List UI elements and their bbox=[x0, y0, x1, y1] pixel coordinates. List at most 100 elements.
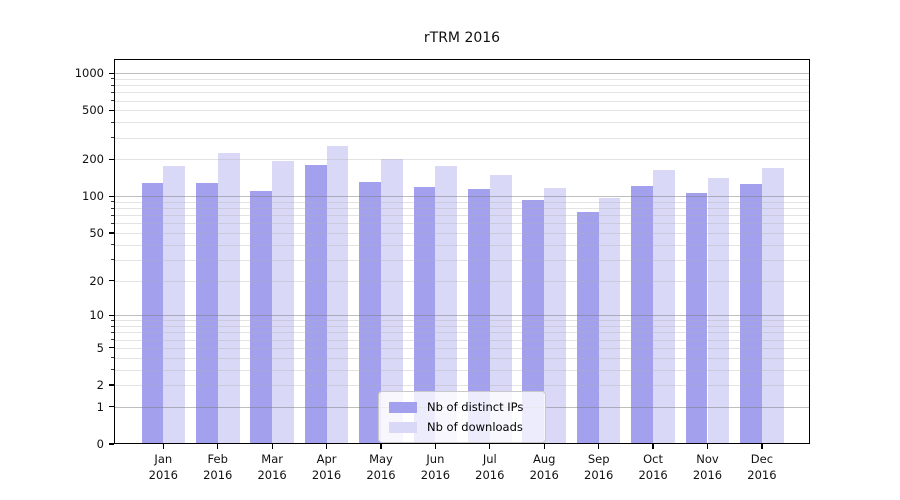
x-tick-mark bbox=[217, 444, 219, 449]
y-minor-tick bbox=[111, 121, 114, 123]
legend-label-distinct-ips: Nb of distinct IPs bbox=[427, 400, 524, 414]
y-tick-mark bbox=[109, 280, 114, 282]
x-tick-label: Jun 2016 bbox=[403, 451, 467, 483]
y-minor-tick bbox=[111, 214, 114, 216]
y-tick-label: 1 bbox=[96, 399, 104, 414]
gridline-minor bbox=[114, 223, 810, 225]
y-minor-tick bbox=[111, 84, 114, 86]
bar-mar-downloads bbox=[272, 160, 294, 444]
x-tick-label: Sep 2016 bbox=[567, 451, 631, 483]
y-minor-tick bbox=[111, 91, 114, 93]
bar-jun-downloads bbox=[435, 165, 458, 444]
bar-may-distinct-ips bbox=[359, 181, 381, 444]
x-tick-month: Nov bbox=[696, 452, 719, 466]
y-tick-mark bbox=[109, 72, 114, 74]
gridline-minor bbox=[114, 122, 810, 124]
y-tick-label: 10 bbox=[89, 308, 104, 323]
x-tick-label: Jul 2016 bbox=[458, 451, 522, 483]
y-tick-mark bbox=[109, 195, 114, 197]
gridline-minor bbox=[114, 280, 810, 282]
gridline-minor bbox=[114, 259, 810, 261]
bar-may-downloads bbox=[380, 159, 403, 444]
bar-sep-distinct-ips bbox=[576, 211, 599, 444]
gridline-minor bbox=[114, 385, 810, 387]
bar-nov-distinct-ips bbox=[685, 192, 708, 444]
y-tick-label: 50 bbox=[89, 226, 104, 241]
y-minor-tick bbox=[111, 331, 114, 333]
legend-entry-downloads: Nb of downloads bbox=[379, 417, 545, 437]
bar-aug-distinct-ips bbox=[522, 200, 545, 444]
bar-mar-distinct-ips bbox=[250, 190, 273, 444]
y-tick-label: 1000 bbox=[74, 66, 104, 81]
x-tick-label: Apr 2016 bbox=[295, 451, 359, 483]
gridline-minor bbox=[114, 201, 810, 203]
gridline-minor bbox=[114, 332, 810, 334]
y-tick-mark bbox=[109, 314, 114, 316]
gridline-minor bbox=[114, 92, 810, 94]
x-tick-month: Apr bbox=[316, 452, 337, 466]
gridline-major bbox=[114, 315, 810, 317]
y-minor-tick bbox=[111, 339, 114, 341]
x-tick-month: May bbox=[369, 452, 393, 466]
gridline-minor bbox=[114, 208, 810, 210]
x-tick-mark bbox=[652, 444, 654, 449]
bar-feb-distinct-ips bbox=[195, 183, 218, 444]
y-tick-label: 100 bbox=[82, 189, 104, 204]
x-tick-mark bbox=[380, 444, 382, 449]
x-tick-mark bbox=[761, 444, 763, 449]
x-tick-year: 2016 bbox=[529, 468, 559, 482]
x-tick-year: 2016 bbox=[148, 468, 178, 482]
x-tick-label: Dec 2016 bbox=[730, 451, 794, 483]
gridline-minor bbox=[114, 233, 810, 235]
x-tick-label: Feb 2016 bbox=[186, 451, 250, 483]
x-tick-year: 2016 bbox=[203, 468, 233, 482]
y-tick-label: 0 bbox=[96, 437, 104, 451]
x-tick-label: Aug 2016 bbox=[512, 451, 576, 483]
gridline-minor bbox=[114, 159, 810, 161]
x-tick-mark bbox=[543, 444, 545, 449]
x-tick-mark bbox=[598, 444, 600, 449]
bar-apr-distinct-ips bbox=[304, 165, 327, 444]
y-minor-tick bbox=[111, 207, 114, 209]
x-tick-year: 2016 bbox=[420, 468, 451, 482]
y-tick-mark bbox=[109, 406, 114, 408]
x-tick-label: Nov 2016 bbox=[676, 451, 740, 483]
bar-dec-distinct-ips bbox=[740, 183, 762, 444]
y-minor-tick bbox=[111, 78, 114, 80]
y-minor-tick bbox=[111, 244, 114, 246]
y-tick-mark bbox=[109, 158, 114, 161]
x-tick-month: Jan bbox=[154, 452, 173, 466]
gridline-major bbox=[114, 196, 810, 198]
bar-jan-distinct-ips bbox=[141, 183, 164, 444]
gridline-minor bbox=[114, 320, 810, 322]
plot-area bbox=[114, 59, 810, 444]
x-tick-month: Jul bbox=[482, 452, 497, 466]
x-tick-month: Oct bbox=[643, 452, 664, 466]
y-minor-tick bbox=[111, 325, 114, 327]
y-minor-tick bbox=[111, 201, 114, 203]
y-minor-tick bbox=[111, 259, 114, 261]
bar-jun-distinct-ips bbox=[413, 187, 436, 444]
y-minor-tick bbox=[111, 222, 114, 224]
y-tick-label: 500 bbox=[82, 103, 104, 118]
bar-aug-downloads bbox=[544, 188, 567, 444]
gridline-minor bbox=[114, 347, 810, 349]
x-tick-mark bbox=[325, 444, 328, 449]
y-tick-mark bbox=[109, 443, 114, 445]
x-tick-year: 2016 bbox=[638, 468, 668, 482]
chart-title: rTRM 2016 bbox=[423, 30, 501, 46]
bar-oct-downloads bbox=[653, 170, 675, 444]
bar-oct-distinct-ips bbox=[631, 186, 654, 444]
y-tick-label: 5 bbox=[96, 340, 104, 355]
bar-sep-downloads bbox=[598, 197, 621, 444]
y-minor-tick bbox=[111, 357, 114, 359]
x-tick-month: Dec bbox=[750, 452, 774, 466]
x-tick-month: Feb bbox=[207, 452, 228, 466]
legend-label-downloads: Nb of downloads bbox=[427, 420, 523, 434]
y-minor-tick bbox=[111, 137, 114, 139]
x-tick-year: 2016 bbox=[747, 468, 777, 482]
gridline-minor bbox=[114, 100, 810, 102]
gridline-minor bbox=[114, 137, 810, 139]
y-tick-label: 2 bbox=[96, 378, 104, 393]
